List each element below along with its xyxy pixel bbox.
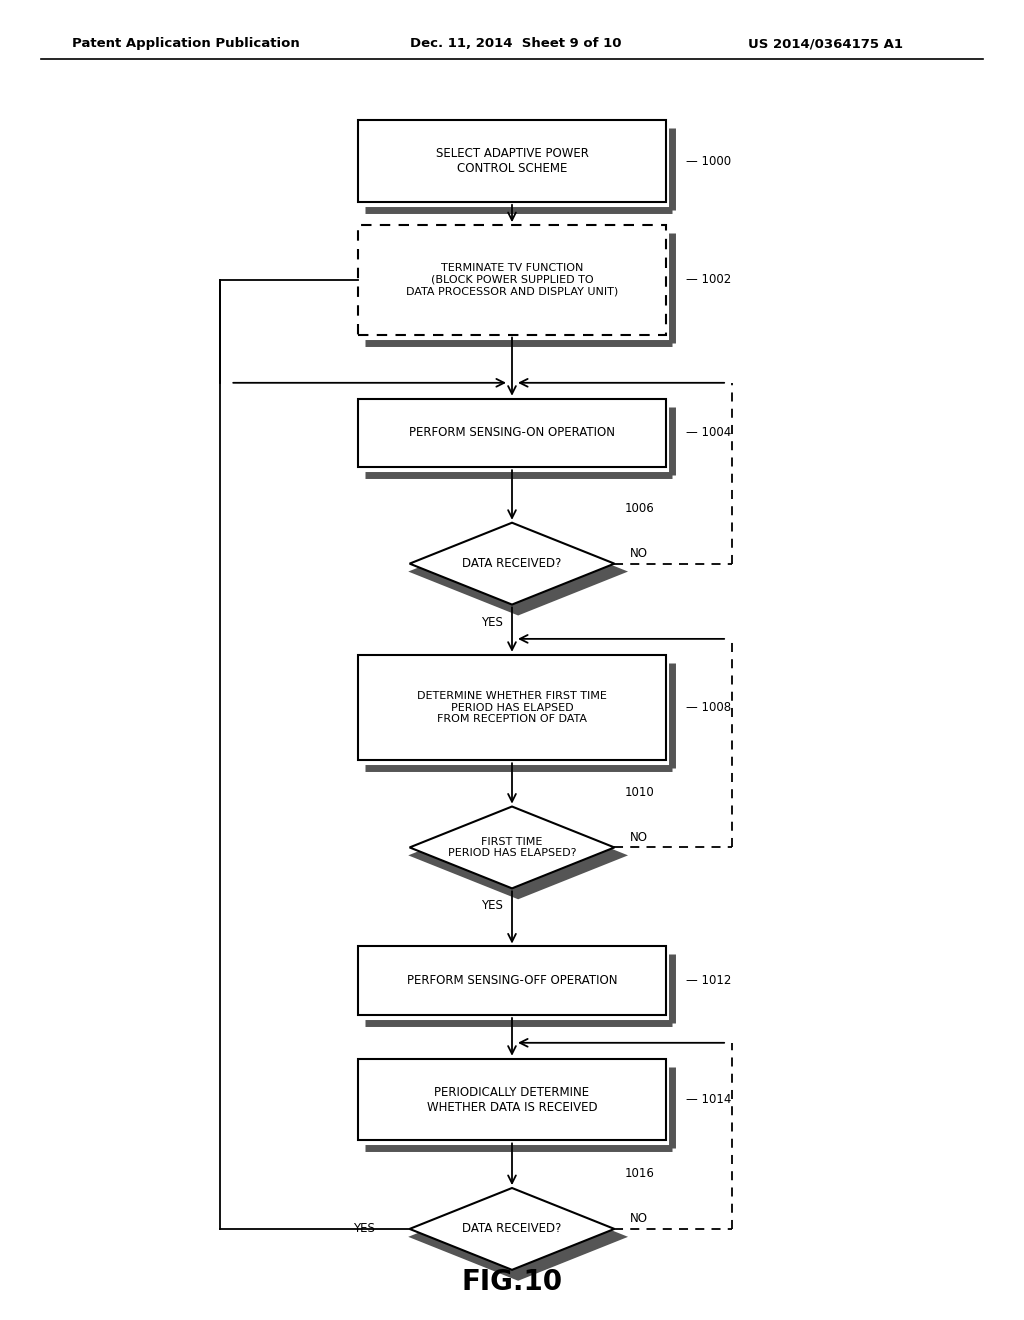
Polygon shape bbox=[410, 1188, 614, 1270]
Text: YES: YES bbox=[480, 899, 503, 912]
Polygon shape bbox=[416, 531, 621, 612]
FancyBboxPatch shape bbox=[358, 224, 666, 334]
Text: — 1008: — 1008 bbox=[686, 701, 731, 714]
Text: — 1000: — 1000 bbox=[686, 154, 731, 168]
Text: Patent Application Publication: Patent Application Publication bbox=[72, 37, 299, 50]
Text: FIG.10: FIG.10 bbox=[462, 1269, 562, 1296]
Polygon shape bbox=[410, 807, 614, 888]
Text: TERMINATE TV FUNCTION
(BLOCK POWER SUPPLIED TO
DATA PROCESSOR AND DISPLAY UNIT): TERMINATE TV FUNCTION (BLOCK POWER SUPPL… bbox=[406, 263, 618, 297]
Text: 1016: 1016 bbox=[625, 1167, 654, 1180]
Text: YES: YES bbox=[480, 615, 503, 628]
FancyBboxPatch shape bbox=[358, 1059, 666, 1140]
Text: YES: YES bbox=[352, 1222, 375, 1236]
Text: DATA RECEIVED?: DATA RECEIVED? bbox=[462, 1222, 562, 1236]
Text: Dec. 11, 2014  Sheet 9 of 10: Dec. 11, 2014 Sheet 9 of 10 bbox=[410, 37, 622, 50]
Text: PERFORM SENSING-OFF OPERATION: PERFORM SENSING-OFF OPERATION bbox=[407, 974, 617, 987]
FancyBboxPatch shape bbox=[358, 120, 666, 202]
Text: NO: NO bbox=[630, 830, 648, 843]
Text: — 1004: — 1004 bbox=[686, 426, 731, 440]
Text: 1006: 1006 bbox=[625, 502, 654, 515]
Text: — 1002: — 1002 bbox=[686, 273, 731, 286]
Polygon shape bbox=[410, 523, 614, 605]
Text: FIRST TIME
PERIOD HAS ELAPSED?: FIRST TIME PERIOD HAS ELAPSED? bbox=[447, 837, 577, 858]
Text: US 2014/0364175 A1: US 2014/0364175 A1 bbox=[748, 37, 902, 50]
Text: DATA RECEIVED?: DATA RECEIVED? bbox=[462, 557, 562, 570]
Text: 1010: 1010 bbox=[625, 785, 654, 799]
Text: NO: NO bbox=[630, 546, 648, 560]
Text: PERIODICALLY DETERMINE
WHETHER DATA IS RECEIVED: PERIODICALLY DETERMINE WHETHER DATA IS R… bbox=[427, 1085, 597, 1114]
Text: NO: NO bbox=[630, 1212, 648, 1225]
FancyBboxPatch shape bbox=[358, 399, 666, 467]
Text: PERFORM SENSING-ON OPERATION: PERFORM SENSING-ON OPERATION bbox=[409, 426, 615, 440]
Polygon shape bbox=[416, 1196, 621, 1278]
Text: — 1014: — 1014 bbox=[686, 1093, 731, 1106]
Text: DETERMINE WHETHER FIRST TIME
PERIOD HAS ELAPSED
FROM RECEPTION OF DATA: DETERMINE WHETHER FIRST TIME PERIOD HAS … bbox=[417, 690, 607, 725]
Polygon shape bbox=[416, 814, 621, 896]
FancyBboxPatch shape bbox=[358, 946, 666, 1015]
Text: — 1012: — 1012 bbox=[686, 974, 731, 987]
FancyBboxPatch shape bbox=[358, 655, 666, 760]
Text: SELECT ADAPTIVE POWER
CONTROL SCHEME: SELECT ADAPTIVE POWER CONTROL SCHEME bbox=[435, 147, 589, 176]
